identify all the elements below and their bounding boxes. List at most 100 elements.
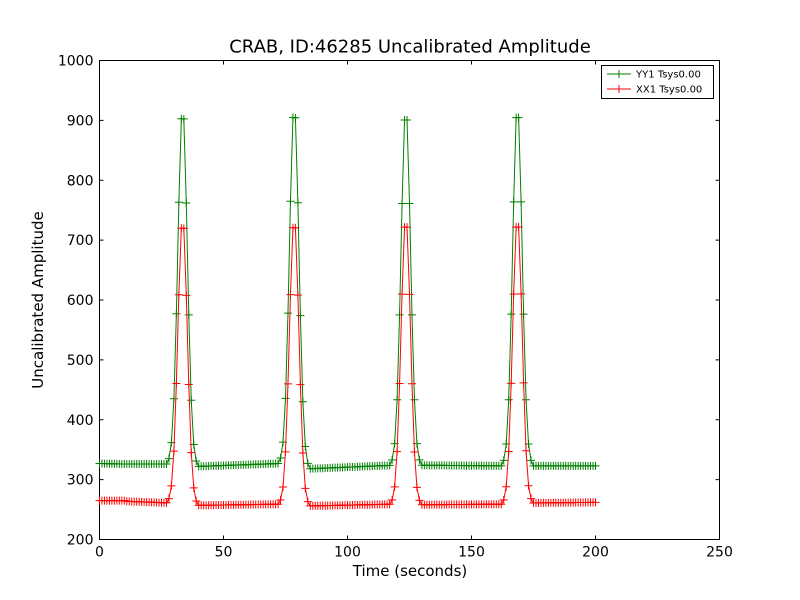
legend-label-yy1: YY1 Tsys0.00	[635, 70, 701, 81]
y-tick-label-700: 700	[67, 233, 94, 249]
series-1-point-124	[403, 223, 412, 232]
series-0-point-77	[286, 197, 295, 206]
series-0-point-171	[519, 310, 528, 319]
series-1-point-80	[293, 291, 302, 300]
series-0-point-32	[174, 198, 183, 207]
chart-title: CRAB, ID:46285 Uncalibrated Amplitude	[229, 37, 591, 58]
legend-label-xx1: XX1 Tsys0.00	[636, 85, 702, 96]
series-1-point-81	[296, 380, 305, 389]
series-1-point-32	[174, 290, 183, 299]
series-0-point-31	[172, 309, 181, 318]
series-0-point-76	[283, 309, 292, 318]
series-0-point-75	[281, 394, 290, 403]
series-0-point-84	[303, 459, 312, 468]
tick-layer: 0 50 100 150 200 250 200 300 400 500 600 700 800 900 1…	[58, 54, 733, 561]
series-1-point-129	[415, 496, 424, 505]
series-0-point-124	[403, 115, 412, 124]
series-1-point-36	[184, 380, 193, 389]
series-0-point-127	[410, 395, 419, 404]
series-1-point-166	[507, 379, 516, 388]
series-1-point-163	[499, 495, 508, 504]
series-0-point-28	[164, 454, 173, 463]
series-0-point-125	[405, 199, 414, 208]
series-0-point-121	[395, 310, 404, 319]
series-1-point-164	[502, 482, 511, 491]
series-1-point-200	[591, 498, 600, 507]
series-1-point-120	[393, 447, 402, 456]
series-1-point-35	[182, 291, 191, 300]
series-0-point-117	[385, 461, 394, 470]
series-1-point-118	[388, 495, 397, 504]
series-0-point-200	[591, 461, 600, 470]
series-1-point-34	[179, 224, 188, 233]
legend-marker-yy1	[615, 70, 623, 78]
series-0-point-126	[407, 310, 416, 319]
series-1-point-37	[187, 448, 196, 457]
series-1-point-121	[395, 379, 404, 388]
y-tick-label-400: 400	[67, 413, 94, 429]
x-tick-label-100: 100	[334, 545, 361, 561]
x-tick-label-0: 0	[95, 545, 104, 561]
series-0-point-27	[162, 460, 171, 469]
series-1-point-174	[527, 494, 536, 503]
series-1-point-117	[385, 500, 394, 509]
series-0-point-79	[291, 113, 300, 122]
series-0-point-36	[184, 310, 193, 319]
x-tick-label-50: 50	[215, 545, 233, 561]
x-axis-label: Time (seconds)	[352, 562, 468, 580]
series-1-point-79	[291, 223, 300, 232]
series-1-point-165	[504, 447, 513, 456]
series-0-point-122	[398, 199, 407, 208]
y-tick-label-800: 800	[67, 173, 94, 189]
series-1-point-125	[405, 290, 414, 299]
series-0-point-35	[182, 198, 191, 207]
series-1-point-31	[172, 379, 181, 388]
series-1-point-162	[497, 500, 506, 509]
y-tick-label-600: 600	[67, 293, 94, 309]
series-1-point-74	[279, 482, 288, 491]
series-1-point-127	[410, 448, 419, 457]
series-1-point-172	[522, 446, 531, 455]
series-0-point-170	[517, 197, 526, 206]
series-1-point-73	[276, 495, 285, 504]
series-1-point-169	[514, 223, 523, 232]
y-tick-label-900: 900	[67, 113, 94, 129]
series-0-point-34	[179, 114, 188, 123]
legend-box	[601, 65, 714, 99]
x-tick-label-200: 200	[582, 545, 609, 561]
series-0	[95, 113, 600, 473]
series-0-point-72	[274, 459, 283, 468]
series-1-point-170	[517, 289, 526, 298]
series-1	[95, 223, 600, 510]
series-0-point-118	[388, 455, 397, 464]
series-1-point-75	[281, 447, 290, 456]
y-tick-label-500: 500	[67, 353, 94, 369]
series-1-point-39	[192, 497, 201, 506]
y-tick-label-1000: 1000	[58, 54, 94, 70]
series-1-point-122	[398, 290, 407, 299]
series-0-point-37	[187, 396, 196, 405]
series-1-point-128	[412, 483, 421, 492]
series-1-point-29	[167, 481, 176, 490]
series-0-point-80	[293, 198, 302, 207]
series-0-point-165	[504, 395, 513, 404]
series-0-point-129	[415, 455, 424, 464]
series-1-point-77	[286, 290, 295, 299]
series-0-point-39	[192, 457, 201, 466]
legend: YY1 Tsys0.00 XX1 Tsys0.00	[601, 65, 714, 99]
series-1-point-167	[509, 290, 518, 299]
series-0-point-174	[527, 456, 536, 465]
series-0-point-82	[298, 397, 307, 406]
y-tick-label-200: 200	[67, 533, 94, 549]
series-0-point-81	[296, 311, 305, 320]
x-tick-label-250: 250	[706, 545, 733, 561]
series-0-point-30	[169, 394, 178, 403]
series-1-point-28	[164, 494, 173, 503]
series-0-point-73	[276, 453, 285, 462]
series-1-point-173	[524, 481, 533, 490]
y-axis-label: Uncalibrated Amplitude	[29, 211, 47, 388]
series-1-point-126	[407, 379, 416, 388]
y-tick-label-300: 300	[67, 473, 94, 489]
series-0-point-167	[509, 197, 518, 206]
